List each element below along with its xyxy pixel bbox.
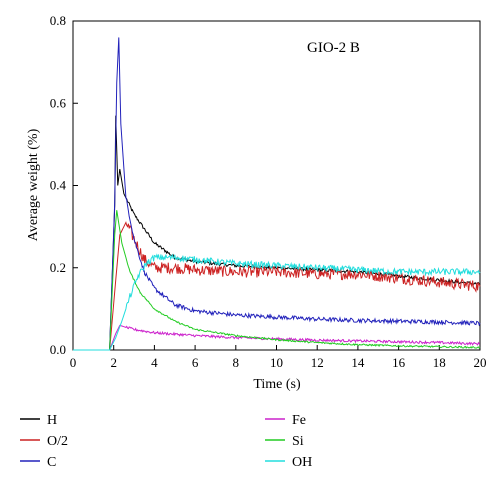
x-tick-label: 16 [392,355,406,370]
series-line-si [73,210,481,351]
x-tick-label: 12 [311,355,324,370]
y-axis: 0.0 0.2 0.4 0.6 0.8 [50,13,78,357]
legend-label: Fe [292,413,306,428]
legend-label: Si [292,434,304,449]
series-line-fe [73,324,480,351]
x-tick-label: 10 [270,355,283,370]
legend-label: O/2 [47,434,68,449]
plot-frame [72,20,481,351]
legend-label: C [47,455,56,470]
chart-annotation: GIO-2 B [307,40,360,56]
y-axis-label: Average weight (%) [26,128,41,241]
y-tick-label: 0.8 [50,13,66,28]
x-tick-label: 18 [433,355,446,370]
x-tick-label: 2 [110,355,117,370]
x-tick-label: 4 [151,355,158,370]
legend-label: H [47,413,57,428]
y-tick-label: 0.4 [50,178,67,193]
series-line-o-2 [73,221,481,351]
x-axis-label: Time (s) [253,377,301,392]
legend: H O/2 C Fe Si OH [20,413,312,470]
y-tick-label: 0.6 [50,95,67,110]
x-tick-label: 20 [474,355,487,370]
series-layer [73,37,481,351]
legend-label: OH [292,455,312,470]
x-tick-label: 0 [70,355,77,370]
x-tick-label: 6 [192,355,199,370]
x-tick-label: 8 [233,355,240,370]
y-tick-label: 0.2 [50,260,66,275]
series-line-oh [73,253,481,351]
series-line-h [73,115,481,351]
x-axis: 0 2 4 6 8 10 12 14 16 18 20 [70,345,487,370]
y-tick-label: 0.0 [50,342,66,357]
series-line-c [73,37,481,351]
x-tick-label: 14 [351,355,365,370]
